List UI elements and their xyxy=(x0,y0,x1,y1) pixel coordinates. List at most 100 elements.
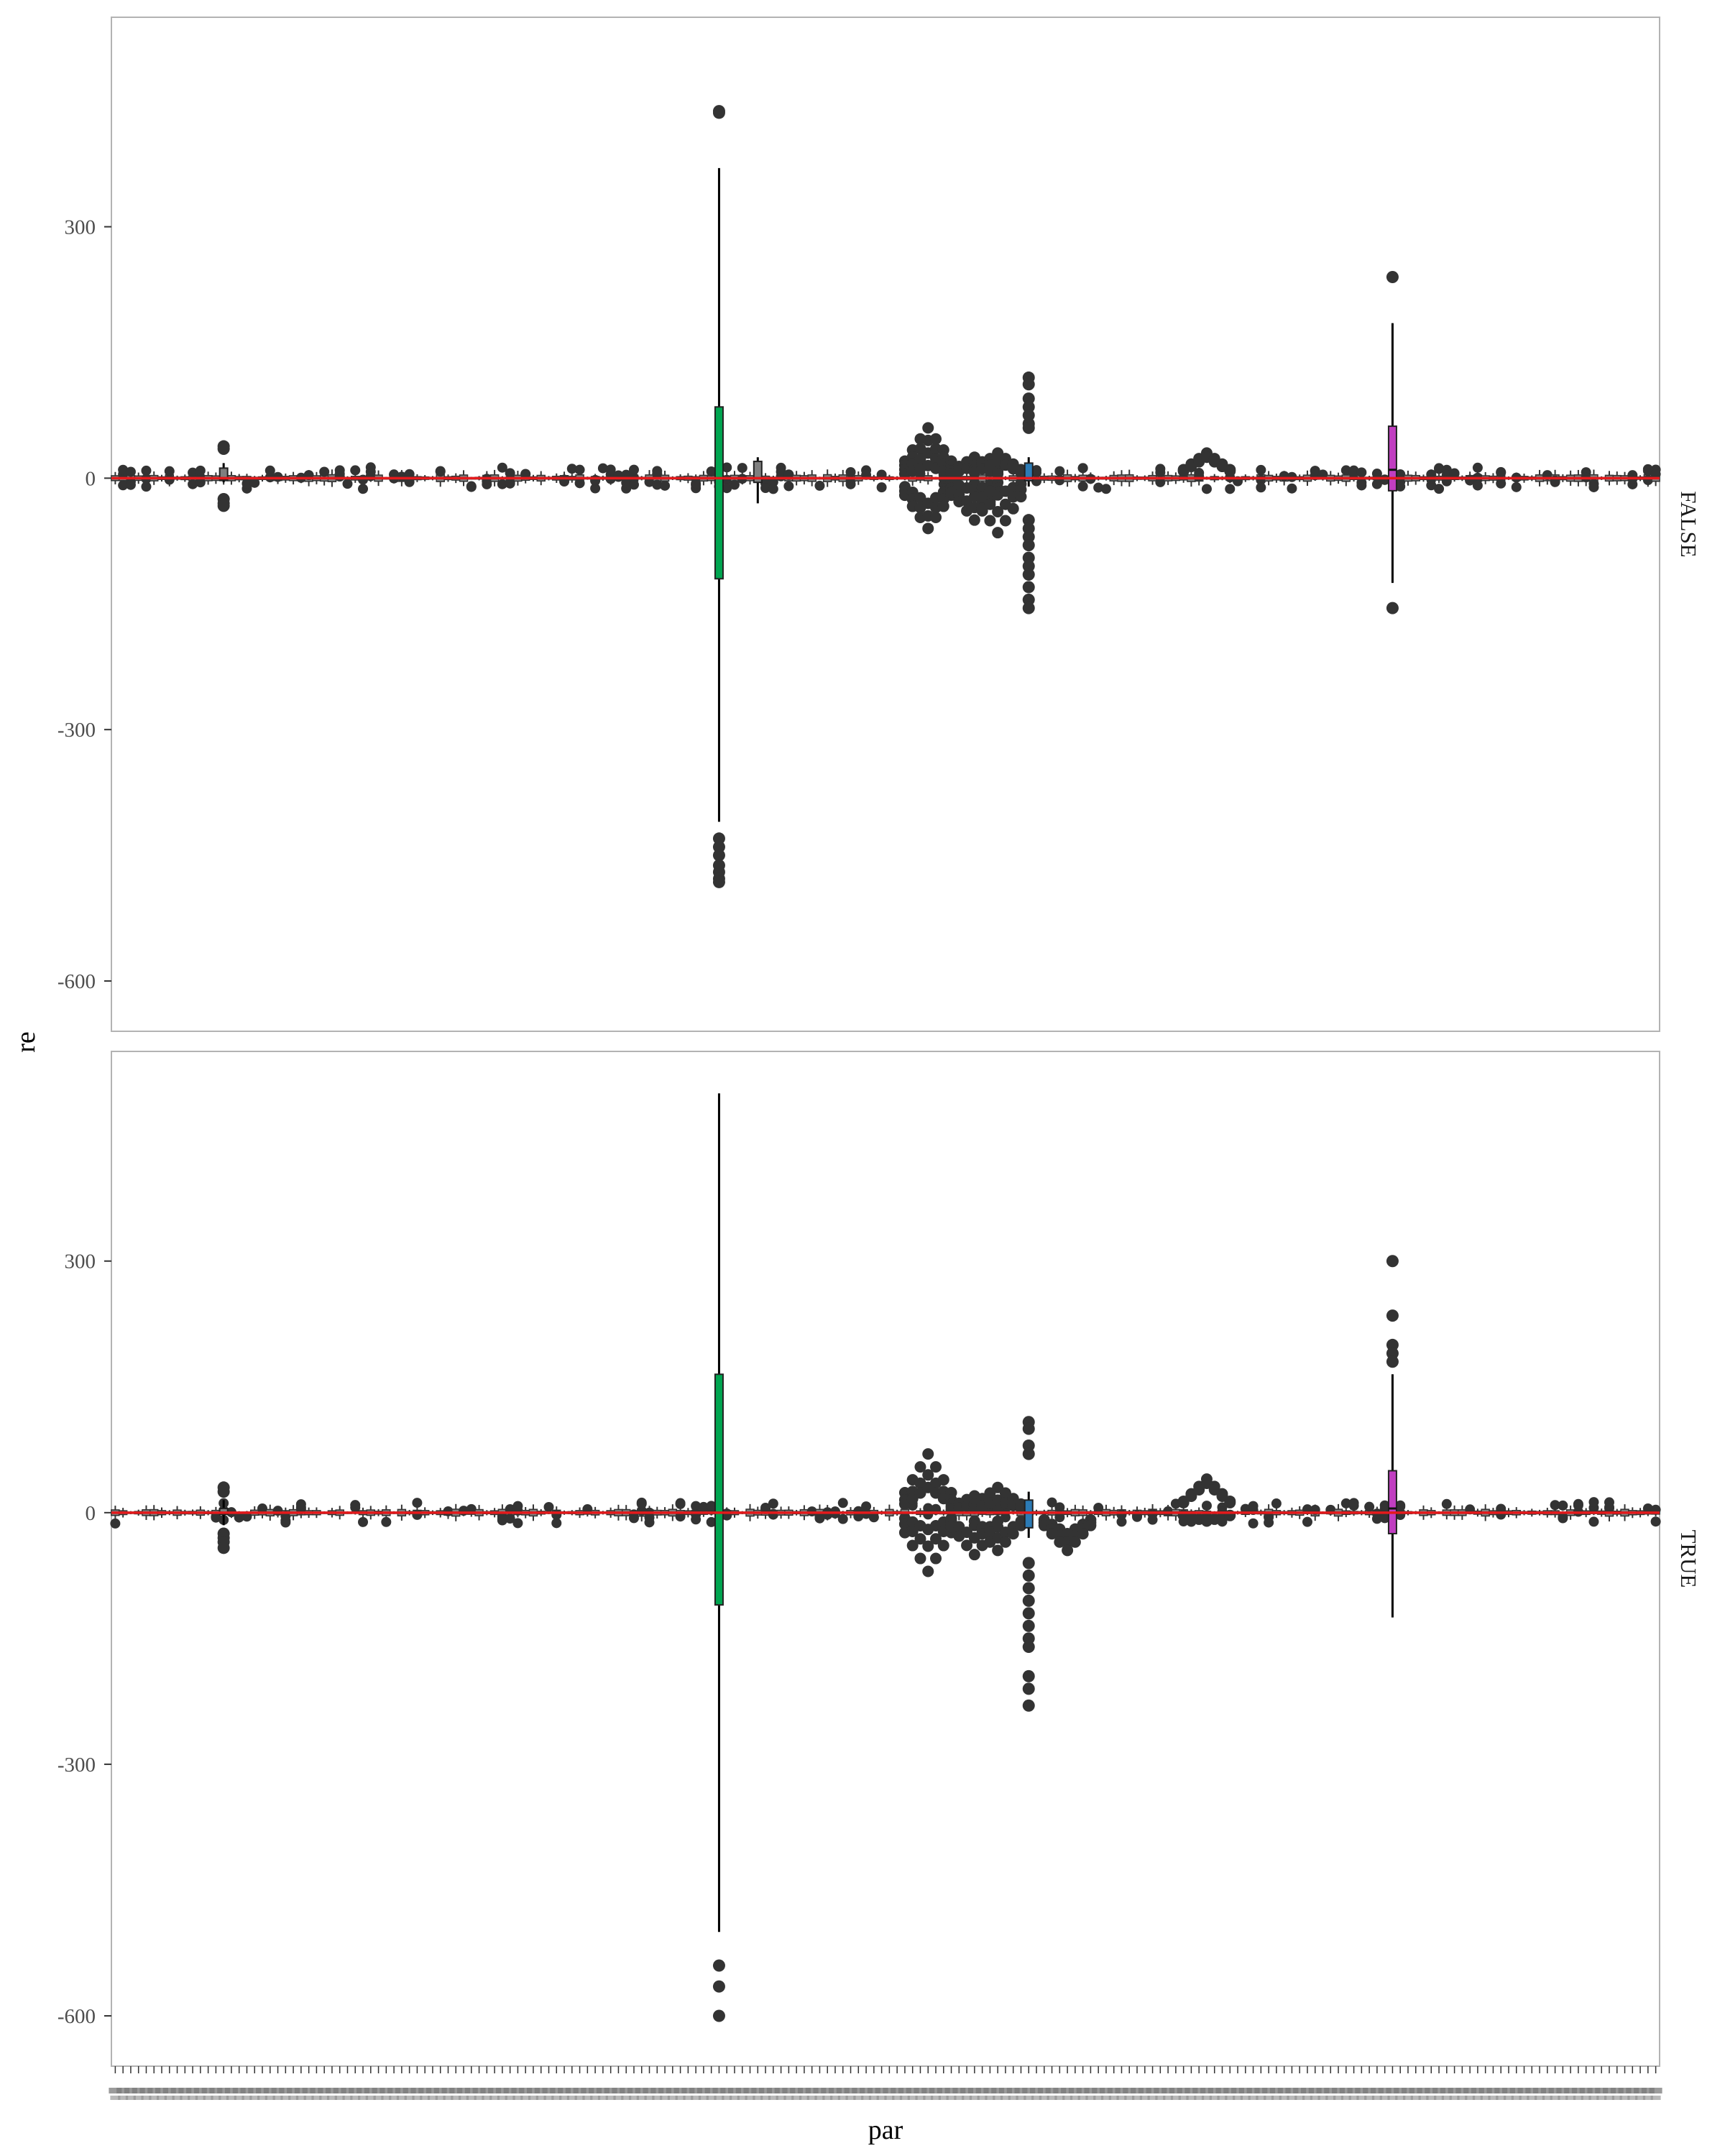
x-tick-label xyxy=(141,2096,152,2100)
x-tick-label xyxy=(164,2096,175,2100)
box xyxy=(1024,1499,1034,1529)
outlier-point xyxy=(1256,464,1266,475)
x-tick-label xyxy=(737,2096,748,2100)
outlier-point xyxy=(861,1501,872,1512)
x-tick-label xyxy=(1402,2096,1413,2100)
x-tick-label xyxy=(1440,2088,1453,2093)
outlier-point xyxy=(1077,1528,1089,1540)
x-tick-label xyxy=(1455,2088,1469,2093)
outlier-point xyxy=(1022,551,1035,564)
x-tick-label xyxy=(658,2088,672,2093)
x-tick-label xyxy=(550,2088,564,2093)
x-tick-label xyxy=(1070,2096,1080,2100)
outlier-point xyxy=(605,464,616,475)
outlier-point xyxy=(984,515,996,527)
x-tick-label xyxy=(1441,2096,1452,2100)
x-tick-label xyxy=(884,2096,895,2100)
outlier-point xyxy=(404,476,415,487)
x-tick-label xyxy=(326,2096,337,2100)
x-tick-label xyxy=(1619,2096,1630,2100)
x-tick-label xyxy=(706,2096,717,2100)
x-tick-label xyxy=(420,2096,431,2100)
x-tick-label xyxy=(249,2096,260,2100)
outlier-point xyxy=(597,463,608,474)
x-tick-label xyxy=(186,2088,200,2093)
outlier-point xyxy=(1022,1682,1035,1695)
x-tick-label xyxy=(365,2096,376,2100)
outlier-point xyxy=(1022,581,1035,594)
x-tick-label xyxy=(1287,2096,1297,2100)
x-tick-label xyxy=(828,2088,842,2093)
x-tick-label xyxy=(132,2088,145,2093)
x-tick-label xyxy=(620,2088,633,2093)
outlier-point xyxy=(922,1540,934,1552)
x-tick-label xyxy=(1246,2088,1260,2093)
outlier-point xyxy=(1386,1355,1399,1368)
outlier-point xyxy=(930,1461,942,1473)
outlier-point xyxy=(1642,466,1653,476)
x-tick-label xyxy=(998,2088,1012,2093)
x-tick-label xyxy=(597,2096,608,2100)
x-tick-label xyxy=(1030,2088,1044,2093)
x-tick-label xyxy=(1432,2088,1446,2093)
outlier-point xyxy=(1588,1497,1599,1508)
outlier-point xyxy=(1379,1513,1390,1524)
y-tick-label: -600 xyxy=(58,970,96,993)
x-tick-label xyxy=(1000,2096,1011,2100)
x-tick-label xyxy=(722,2096,732,2100)
x-tick-label xyxy=(318,2088,331,2093)
x-tick-label xyxy=(605,2096,616,2100)
outlier-point xyxy=(992,527,1004,539)
x-tick-label xyxy=(1642,2096,1653,2100)
x-tick-label xyxy=(766,2088,780,2093)
outlier-point xyxy=(497,1515,507,1526)
outlier-point xyxy=(1271,1498,1282,1509)
x-tick-label xyxy=(201,2088,215,2093)
x-tick-label xyxy=(1093,2096,1104,2100)
x-tick-label xyxy=(1471,2088,1484,2093)
x-tick-label xyxy=(257,2096,268,2100)
box xyxy=(753,461,763,484)
x-tick-label xyxy=(232,2088,246,2093)
x-tick-label xyxy=(542,2088,556,2093)
x-tick-label xyxy=(1463,2088,1477,2093)
x-tick-label xyxy=(783,2096,794,2100)
x-tick-label xyxy=(845,2096,856,2100)
outlier-point xyxy=(295,1499,306,1510)
x-tick-label xyxy=(356,2088,370,2093)
outlier-point xyxy=(760,483,771,494)
x-tick-label xyxy=(975,2088,989,2093)
outlier-point xyxy=(141,465,152,476)
x-tick-label xyxy=(898,2088,911,2093)
x-tick-label xyxy=(1223,2088,1237,2093)
x-tick-label xyxy=(1579,2088,1593,2093)
x-tick-label xyxy=(921,2088,935,2093)
x-tick-label xyxy=(613,2096,624,2100)
box xyxy=(714,406,724,580)
outlier-point xyxy=(1022,1557,1035,1570)
x-tick-label xyxy=(1426,2096,1437,2100)
outlier-point xyxy=(350,1500,361,1511)
x-tick-label xyxy=(790,2088,804,2093)
outlier-point xyxy=(1022,1619,1035,1632)
x-tick-label xyxy=(1300,2088,1314,2093)
outlier-point xyxy=(188,467,198,478)
x-tick-label xyxy=(774,2088,788,2093)
outlier-point xyxy=(1224,1496,1236,1508)
outlier-point xyxy=(257,1503,268,1514)
x-tick-label xyxy=(1177,2088,1190,2093)
x-tick-label xyxy=(1355,2088,1368,2093)
x-tick-label xyxy=(938,2096,949,2100)
outlier-point xyxy=(1046,1497,1057,1508)
box xyxy=(714,1373,724,1606)
x-tick-label xyxy=(358,2096,369,2100)
outlier-point xyxy=(845,479,856,489)
outlier-point xyxy=(1054,1502,1065,1513)
x-tick-label xyxy=(1046,2096,1057,2100)
outlier-point xyxy=(712,1959,725,1972)
outlier-point xyxy=(675,1511,686,1522)
outlier-point xyxy=(712,840,725,853)
outlier-point xyxy=(1386,270,1399,283)
x-tick-label xyxy=(1194,2096,1205,2100)
x-tick-label xyxy=(1264,2096,1274,2100)
